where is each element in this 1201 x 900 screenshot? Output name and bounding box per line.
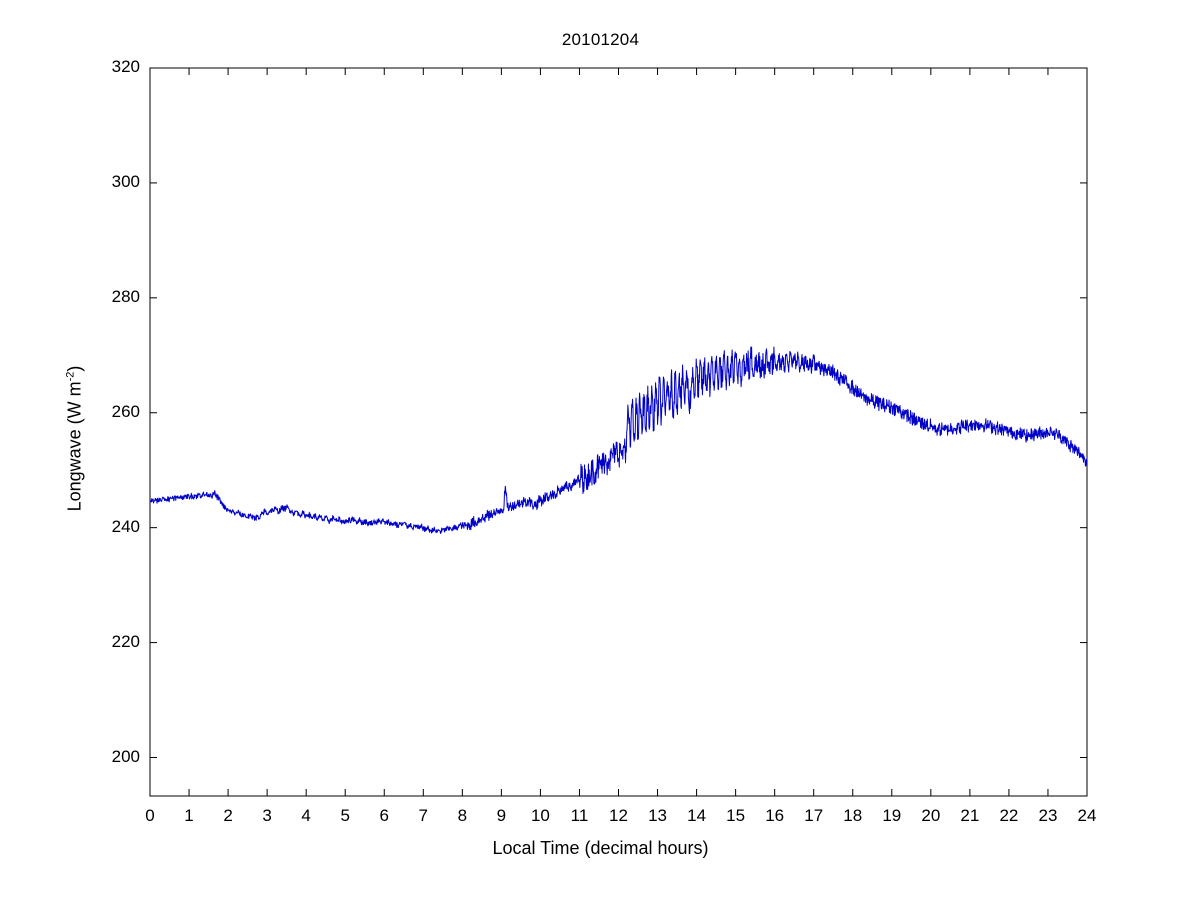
x-tick-label: 4 <box>301 806 311 825</box>
y-tick-label: 280 <box>111 286 140 306</box>
y-axis-label-tail: ) <box>64 365 85 372</box>
x-tick-label: 0 <box>145 806 155 825</box>
x-tick-label: 6 <box>379 806 389 825</box>
x-axis-label: Local Time (decimal hours) <box>492 838 709 858</box>
y-tick-label: 260 <box>111 401 140 421</box>
x-tick-label: 11 <box>570 806 589 825</box>
x-tick-label: 10 <box>530 806 550 825</box>
x-tick-label: 9 <box>496 806 507 825</box>
x-tick-label: 14 <box>687 806 707 825</box>
x-tick-label: 21 <box>960 806 980 825</box>
y-tick-label: 300 <box>111 171 140 191</box>
x-tick-label: 8 <box>457 806 468 825</box>
y-tick-label: 240 <box>111 516 140 536</box>
x-tick-label: 17 <box>804 806 824 825</box>
x-tick-label: 22 <box>999 806 1019 825</box>
x-tick-label: 15 <box>726 806 746 825</box>
x-tick-label: 16 <box>765 806 785 825</box>
y-tick-label: 200 <box>111 746 140 766</box>
x-tick-label: 20 <box>921 806 941 825</box>
x-tick-label: 12 <box>609 806 628 825</box>
y-axis-label-exponent: -2 <box>64 371 77 382</box>
x-tick-label: 2 <box>223 806 233 825</box>
x-tick-label: 1 <box>184 806 194 825</box>
axis-box <box>149 67 1088 797</box>
x-tick-label: 19 <box>882 806 902 825</box>
x-axis-ticks <box>149 68 1088 796</box>
chart-title: 20101204 <box>561 30 640 49</box>
x-tick-label: 24 <box>1077 806 1097 825</box>
longwave-data-line <box>149 346 1088 534</box>
x-tick-label: 5 <box>340 806 350 825</box>
x-tick-label: 3 <box>262 806 272 825</box>
x-tick-label: 13 <box>648 806 667 825</box>
y-tick-label: 320 <box>111 57 140 76</box>
y-axis-ticks <box>150 67 1087 759</box>
x-tick-label: 23 <box>1038 806 1058 825</box>
x-tick-label: 18 <box>843 806 863 825</box>
y-tick-label: 220 <box>111 631 140 651</box>
y-axis-label-text: Longwave (W m <box>64 381 85 512</box>
y-axis-label: Longwave (W m-2) <box>65 209 86 669</box>
x-tick-label: 7 <box>418 806 429 825</box>
